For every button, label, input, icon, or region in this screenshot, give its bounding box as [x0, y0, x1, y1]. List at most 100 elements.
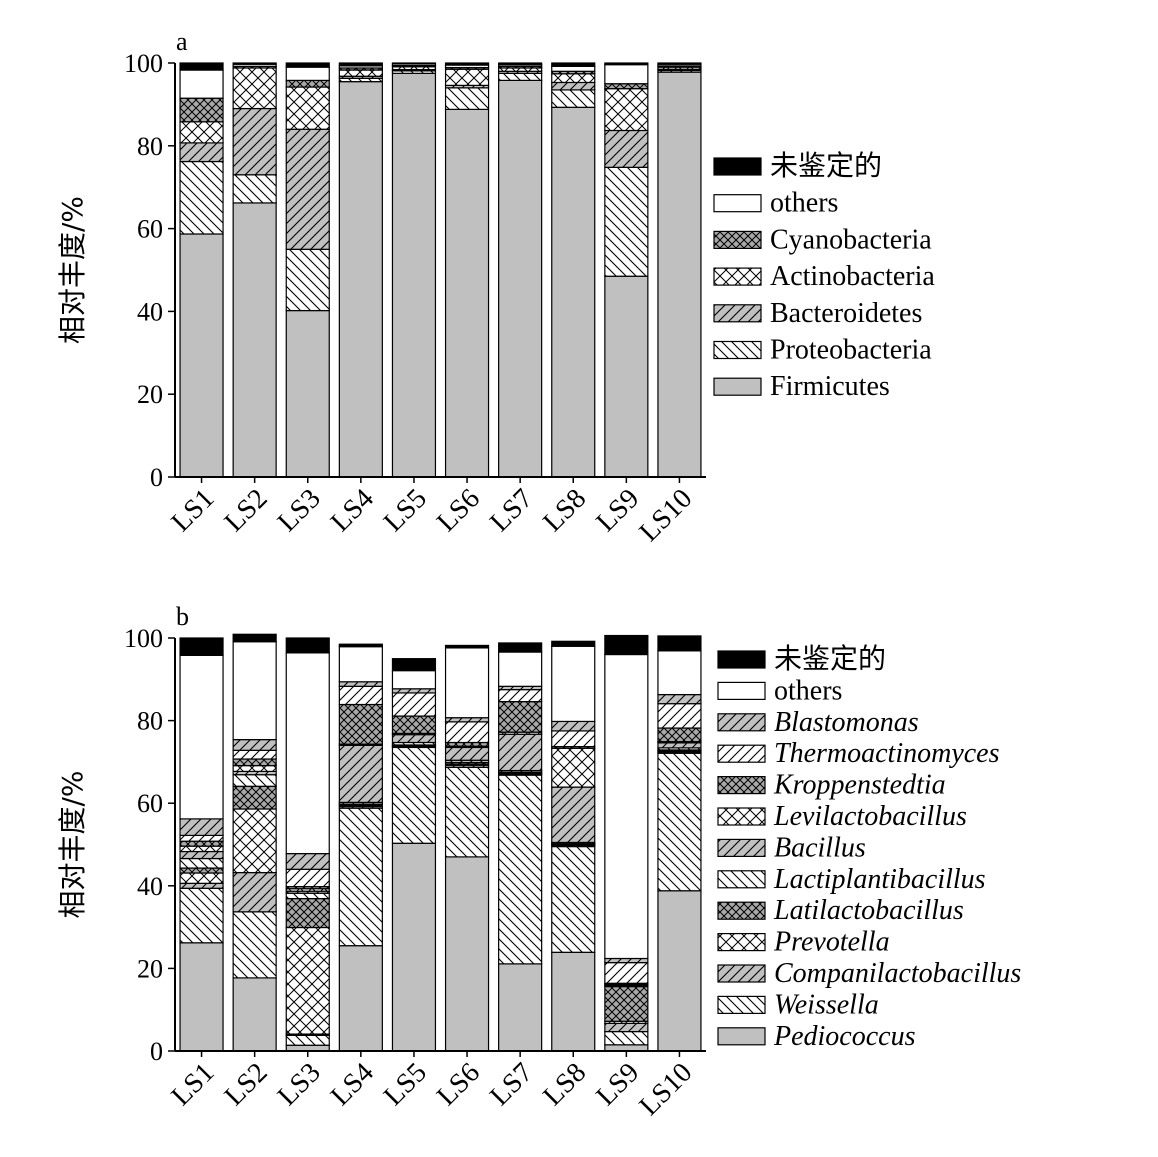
bar-segment-ls8-weissella [551, 845, 596, 953]
bar-segment-ls5-others [391, 670, 437, 690]
bar-segment-ls8-bacillus [551, 786, 596, 844]
bar-segment-ls9-others [604, 653, 649, 960]
bar-segment-ls2-kroppenstedtia [232, 758, 277, 767]
bar-segment-ls1-kroppenstedtia [179, 840, 224, 847]
legend-swatch-proteobacteria [713, 340, 762, 360]
bar-segment-ls1-others [179, 69, 224, 99]
bar-segment-ls8-thermoactinomyces [551, 730, 596, 748]
bar-segment-ls4-actinobacteria [338, 69, 383, 77]
bar-segment-ls7-unidentified [498, 642, 543, 653]
x-tick-label-ls2: LS2 [219, 1057, 274, 1112]
x-tick-label-ls7: LS7 [484, 1057, 539, 1112]
y-tick-label-100: 100 [124, 624, 163, 653]
bar-segment-ls6-actinobacteria [444, 68, 490, 86]
bar-segment-ls4-thermoactinomyces [338, 685, 383, 706]
legend-label-prevotella: Prevotella [773, 927, 890, 958]
bar-segment-ls8-others [551, 65, 596, 72]
x-tick-label-ls6: LS6 [431, 483, 486, 538]
bar-segment-ls1-companilactobacillus [179, 882, 224, 889]
x-tick-label-ls1: LS1 [166, 483, 221, 538]
y-axis-label: 相对丰度/% [56, 196, 89, 344]
y-tick-label-100: 100 [124, 49, 163, 78]
bar-segment-ls7-kroppenstedtia [498, 701, 543, 733]
bar-segment-ls3-thermoactinomyces [285, 868, 330, 888]
bar-segment-ls9-firmicutes [604, 275, 649, 478]
legend-swatch-weissella [717, 995, 766, 1015]
x-tick-label-ls8: LS8 [537, 483, 592, 538]
legend-label-unidentified: 未鉴定的 [770, 150, 882, 182]
bar-segment-ls4-weissella [338, 807, 383, 947]
x-tick-label-ls10: LS10 [634, 483, 699, 548]
bar-segment-ls1-weissella [179, 887, 224, 944]
legend-label-bacteroidetes: Bacteroidetes [770, 298, 922, 329]
bar-segment-ls7-unidentified [498, 62, 543, 66]
x-tick-label-ls5: LS5 [378, 483, 433, 538]
y-tick-label-0: 0 [150, 1037, 163, 1066]
bar-segment-ls3-others [285, 652, 330, 855]
bar-segment-ls9-blastomonas [604, 957, 649, 964]
bar-segment-ls2-others [232, 641, 277, 741]
legend-swatch-unidentified [713, 157, 762, 176]
bar-segment-ls4-bacillus [338, 744, 383, 803]
bar-segment-ls2-latilactobacillus [232, 785, 277, 810]
bar-segment-ls8-unidentified [551, 62, 596, 67]
bar-segment-ls7-bacillus [498, 733, 543, 772]
bar-segment-ls1-unidentified [179, 62, 224, 71]
bar-segment-ls3-firmicutes [285, 309, 330, 478]
legend-label-actinobacteria: Actinobacteria [770, 261, 935, 292]
bar-segment-ls9-latilactobacillus [604, 985, 649, 1022]
bar-segment-ls10-firmicutes [657, 71, 702, 478]
bar-segment-ls8-blastomonas [551, 720, 596, 732]
bar-segment-ls3-actinobacteria [285, 86, 330, 130]
bar-segment-ls8-unidentified [551, 640, 596, 647]
bar-segment-ls3-lactiplantibacillus [285, 892, 330, 900]
bar-segment-ls5-kroppenstedtia [391, 715, 437, 735]
y-tick-label-80: 80 [137, 132, 163, 161]
bar-segment-ls4-others [338, 646, 383, 683]
bar-segment-ls1-proteobacteria [179, 160, 224, 235]
bar-segment-ls9-unidentified [604, 634, 649, 656]
panel-label: b [176, 602, 189, 631]
bar-segment-ls9-weissella [604, 1030, 649, 1046]
bar-segment-ls1-blastomonas [179, 818, 224, 837]
bar-segment-ls5-firmicutes [391, 72, 437, 478]
bar-segment-ls9-unidentified [604, 62, 649, 66]
bar-segment-ls9-cyanobacteria [604, 83, 649, 90]
x-tick-label-ls4: LS4 [325, 1057, 380, 1112]
bar-segment-ls1-lactiplantibacillus [179, 857, 224, 869]
legend-swatch-companilactobacillus [717, 964, 766, 983]
y-tick-label-40: 40 [137, 297, 163, 326]
y-tick-label-60: 60 [137, 789, 163, 818]
legend-label-others: others [770, 188, 838, 219]
bar-segment-ls4-firmicutes [338, 81, 383, 478]
bar-segment-ls2-blastomonas [232, 738, 277, 751]
legend-label-lactiplantibacillus: Lactiplantibacillus [773, 864, 986, 895]
bar-segment-ls2-thermoactinomyces [232, 749, 277, 760]
x-tick-label-ls10: LS10 [634, 1057, 699, 1122]
bar-segment-ls6-unidentified [444, 62, 490, 66]
legend-swatch-others [713, 194, 762, 213]
x-tick-label-ls4: LS4 [325, 483, 380, 538]
bar-segment-ls10-unidentified [657, 62, 702, 65]
bar-segment-ls2-weissella [232, 911, 277, 979]
bar-segment-ls3-weissella [285, 1034, 330, 1046]
legend-label-pediococcus: Pediococcus [773, 1021, 916, 1052]
legend-label-cyanobacteria: Cyanobacteria [770, 224, 932, 255]
bar-segment-ls10-thermoactinomyces [657, 703, 702, 729]
bar-segment-ls2-actinobacteria [232, 67, 277, 110]
bar-segment-ls3-prevotella [285, 926, 330, 1035]
bar-segment-ls4-unidentified [338, 62, 383, 67]
bar-segment-ls5-pediococcus [391, 842, 437, 1052]
legend-swatch-thermoactinomyces [717, 744, 766, 763]
bar-segment-ls2-bacteroidetes [232, 107, 277, 176]
bar-segment-ls1-firmicutes [179, 233, 224, 478]
legend-swatch-kroppenstedtia [717, 775, 766, 795]
legend-label-latilactobacillus: Latilactobacillus [773, 895, 964, 926]
bar-segment-ls7-others [498, 651, 543, 687]
legend-label-others: others [774, 675, 842, 706]
bar-segment-ls1-bacteroidetes [179, 142, 224, 163]
bar-segment-ls6-firmicutes [444, 108, 490, 478]
legend-swatch-lactiplantibacillus [717, 870, 766, 889]
bar-segment-ls5-weissella [391, 746, 437, 844]
